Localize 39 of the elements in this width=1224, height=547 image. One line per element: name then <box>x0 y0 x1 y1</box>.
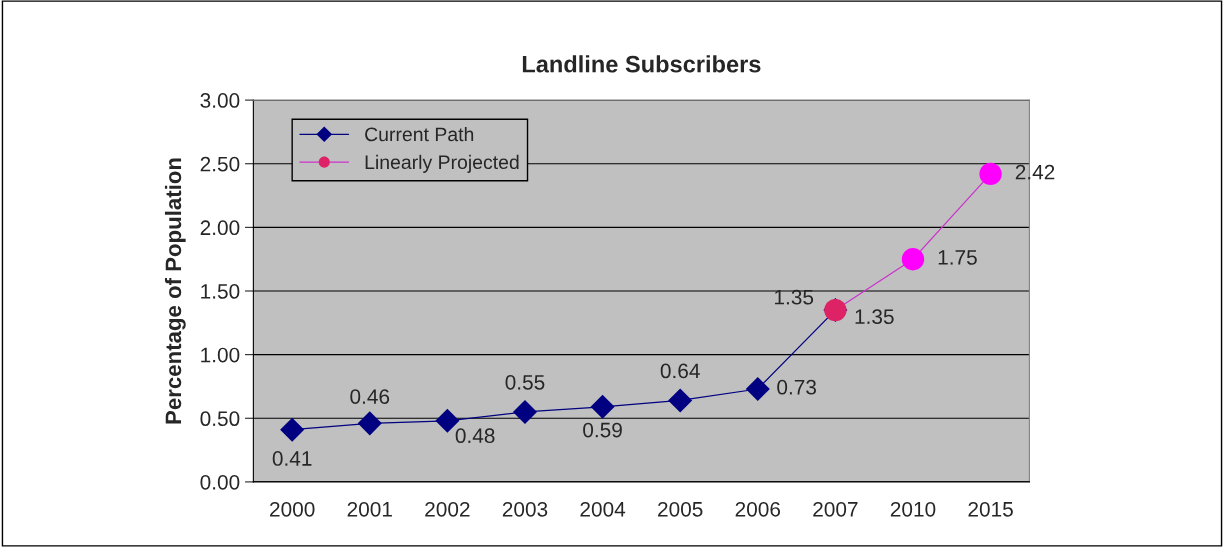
point <box>280 417 305 442</box>
x-tick-label: 2004 <box>580 501 626 517</box>
x-tick-label: 2002 <box>425 501 470 517</box>
y-axis-title: Percentage of Population <box>164 158 186 424</box>
y-tick-label: 0.00 <box>200 474 240 490</box>
legend-label: Linearly Projected <box>365 154 519 173</box>
y-tick-label: 0.50 <box>200 411 240 427</box>
data-label: 1.35 <box>855 309 894 325</box>
x-tick-label: 2015 <box>968 501 1013 517</box>
data-label: 0.48 <box>455 428 495 444</box>
point <box>979 162 1002 186</box>
legend-label: Current Path <box>365 126 474 142</box>
data-label: 0.41 <box>272 451 312 466</box>
data-label: 0.64 <box>660 363 700 379</box>
data-label: 1.75 <box>938 250 977 265</box>
point <box>357 411 382 436</box>
point <box>668 388 693 413</box>
x-tick-label: 2007 <box>813 501 858 517</box>
x-tick-label: 2006 <box>735 501 781 517</box>
data-label: 0.73 <box>777 379 817 395</box>
y-tick-label: 2.50 <box>200 156 240 172</box>
x-tick-label: 2005 <box>658 501 703 517</box>
x-tick-label: 2003 <box>502 501 548 517</box>
data-label: 0.55 <box>505 374 545 390</box>
x-tick-label: 2001 <box>347 501 392 517</box>
point <box>512 399 537 424</box>
y-tick-label: 1.00 <box>201 347 240 363</box>
data-label: 0.46 <box>350 389 390 404</box>
y-tick-label: 3.00 <box>200 93 240 108</box>
y-tick-label: 1.50 <box>201 284 240 299</box>
x-tick-label: 2000 <box>270 501 315 517</box>
data-label: 1.35 <box>775 289 814 305</box>
point <box>590 394 615 419</box>
point <box>745 376 770 402</box>
point <box>901 247 925 271</box>
y-tick-label: 2.00 <box>200 220 240 236</box>
x-tick-label: 2010 <box>890 501 936 517</box>
data-label: 0.59 <box>583 422 622 438</box>
chart-title: Landline Subscribers <box>522 55 761 73</box>
